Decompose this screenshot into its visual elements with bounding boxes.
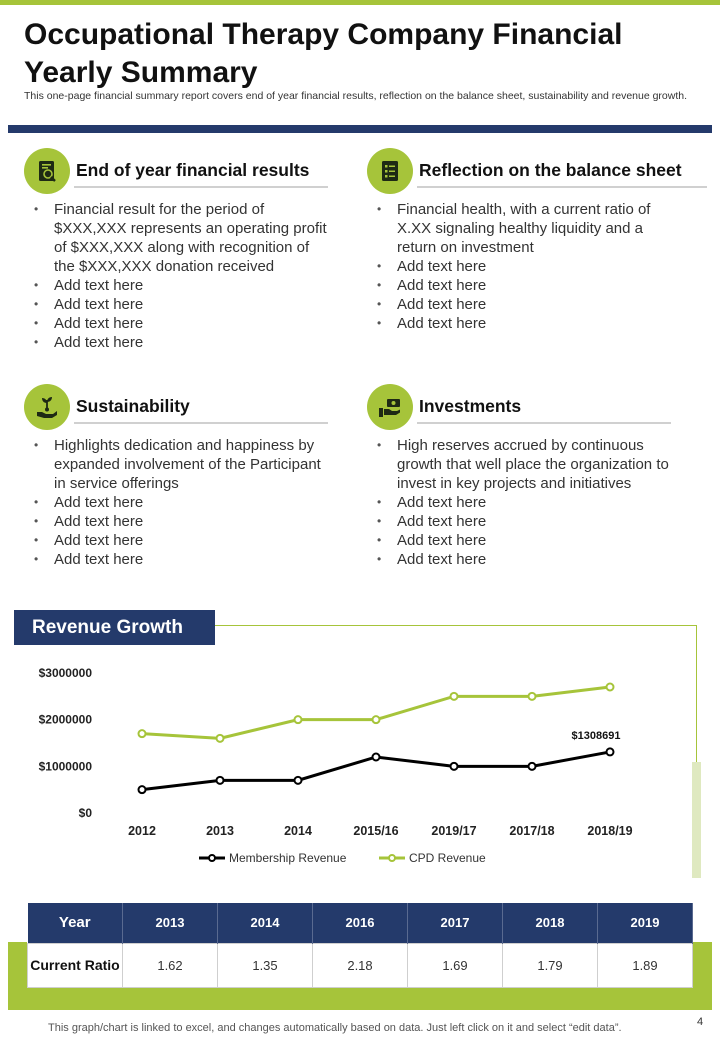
- series-line-1: [141, 685, 611, 740]
- x-tick-label: 2012: [128, 824, 156, 838]
- y-tick-label: $3000000: [39, 666, 93, 680]
- bullet-item: Add text here: [367, 550, 677, 569]
- bullet-list: Financial result for the period of $XXX,…: [24, 200, 334, 352]
- data-point: [527, 761, 537, 771]
- revenue-frame-line: [215, 625, 697, 626]
- table-row: Current Ratio 1.62 1.35 2.18 1.69 1.79 1…: [27, 942, 693, 988]
- y-tick-label: $2000000: [39, 713, 93, 727]
- hand-plant-icon: [24, 384, 70, 430]
- table-header-row: Year 2013 2014 2016 2017 2018 2019: [27, 903, 693, 943]
- data-point: [215, 775, 225, 785]
- header-divider: [8, 125, 712, 133]
- bullet-list: Financial health, with a current ratio o…: [367, 200, 712, 333]
- data-point: [293, 775, 303, 785]
- table-header-cell: 2016: [312, 903, 408, 943]
- page-number: 4: [697, 1016, 704, 1028]
- financial-report-icon: [24, 148, 70, 194]
- data-point: [527, 691, 537, 701]
- bullet-item: Add text here: [24, 512, 334, 531]
- bullet-item: Add text here: [24, 276, 334, 295]
- data-point: [137, 785, 147, 795]
- bullet-item: Add text here: [367, 295, 712, 314]
- bullet-item: Add text here: [24, 314, 334, 333]
- section-underline: [74, 422, 328, 424]
- x-tick-label: 2017/18: [509, 824, 554, 838]
- table-cell: 1.89: [597, 942, 693, 988]
- table-cell: 1.62: [122, 942, 218, 988]
- section-financial-results: End of year financial results Financial …: [24, 148, 334, 352]
- page-subtitle: This one-page financial summary report c…: [24, 90, 688, 102]
- bullet-item: Add text here: [367, 493, 677, 512]
- table-header-cell: 2018: [502, 903, 598, 943]
- top-accent-bar: [0, 0, 720, 5]
- bullet-item: Add text here: [24, 295, 334, 314]
- y-tick-label: $0: [79, 806, 93, 820]
- bullet-item: Add text here: [24, 531, 334, 550]
- x-tick-label: 2013: [206, 824, 234, 838]
- bullet-list: High reserves accrued by continuous grow…: [367, 436, 677, 569]
- revenue-frame-accent: [692, 762, 701, 878]
- data-point: [449, 761, 459, 771]
- section-title: Reflection on the balance sheet: [419, 160, 682, 180]
- section-title: Sustainability: [76, 396, 190, 416]
- x-tick-label: 2015/16: [353, 824, 398, 838]
- bullet-item: Add text here: [24, 493, 334, 512]
- table-cell: 2.18: [312, 942, 408, 988]
- table-cell: 1.69: [407, 942, 503, 988]
- x-tick-label: 2014: [284, 824, 312, 838]
- legend-label: Membership Revenue: [229, 851, 347, 865]
- table-header-cell: 2013: [122, 903, 218, 943]
- bullet-item: High reserves accrued by continuous grow…: [367, 436, 677, 493]
- data-point: [215, 733, 225, 743]
- bullet-item: Add text here: [367, 531, 677, 550]
- data-point: [449, 691, 459, 701]
- section-title: End of year financial results: [76, 160, 310, 180]
- table-header-cell: 2017: [407, 903, 503, 943]
- data-point: [293, 715, 303, 725]
- bullet-item: Add text here: [24, 550, 334, 569]
- bullet-item: Highlights dedication and happiness by e…: [24, 436, 334, 493]
- section-underline: [74, 186, 328, 188]
- bullet-item: Add text here: [367, 257, 712, 276]
- footer-note: This graph/chart is linked to excel, and…: [48, 1022, 622, 1034]
- section-underline: [417, 186, 707, 188]
- section-balance-sheet: Reflection on the balance sheet Financia…: [367, 148, 712, 333]
- hand-money-icon: [367, 384, 413, 430]
- table-row-label: Current Ratio: [27, 942, 123, 988]
- bullet-list: Highlights dedication and happiness by e…: [24, 436, 334, 569]
- table-header-cell: 2019: [597, 903, 693, 943]
- data-point: [605, 747, 615, 757]
- y-tick-label: $1000000: [39, 759, 93, 773]
- data-point: [371, 715, 381, 725]
- section-sustainability: Sustainability Highlights dedication and…: [24, 384, 334, 569]
- bullet-item: Add text here: [367, 512, 677, 531]
- table-header-cell: 2014: [217, 903, 313, 943]
- revenue-line-chart: $0 $1000000 $2000000 $3000000 2012 2013 2014 20…: [39, 666, 633, 865]
- bullet-item: Add text here: [24, 333, 334, 352]
- revenue-growth-heading: Revenue Growth: [14, 610, 215, 645]
- legend-marker: [388, 854, 396, 862]
- page-title: Occupational Therapy Company Financial Y…: [24, 18, 623, 89]
- current-ratio-table: Year 2013 2014 2016 2017 2018 2019 Curre…: [27, 903, 693, 988]
- bullet-item: Add text here: [367, 276, 712, 295]
- table-cell: 1.79: [502, 942, 598, 988]
- table-cell: 1.35: [217, 942, 313, 988]
- data-point: [605, 682, 615, 692]
- x-tick-label: 2019/17: [431, 824, 476, 838]
- bullet-item: Add text here: [367, 314, 712, 333]
- bullet-item: Financial health, with a current ratio o…: [367, 200, 712, 257]
- data-label: $1308691: [572, 730, 621, 742]
- bullet-item: Financial result for the period of $XXX,…: [24, 200, 334, 276]
- section-title: Investments: [419, 396, 522, 416]
- revenue-frame-line: [696, 625, 697, 765]
- x-tick-label: 2018/19: [587, 824, 632, 838]
- legend-marker: [208, 854, 216, 862]
- table-header-cell: Year: [27, 903, 123, 943]
- legend-label: CPD Revenue: [409, 851, 486, 865]
- section-underline: [417, 422, 671, 424]
- data-point: [371, 752, 381, 762]
- checklist-icon: [367, 148, 413, 194]
- data-point: [137, 729, 147, 739]
- section-investments: Investments High reserves accrued by con…: [367, 384, 677, 569]
